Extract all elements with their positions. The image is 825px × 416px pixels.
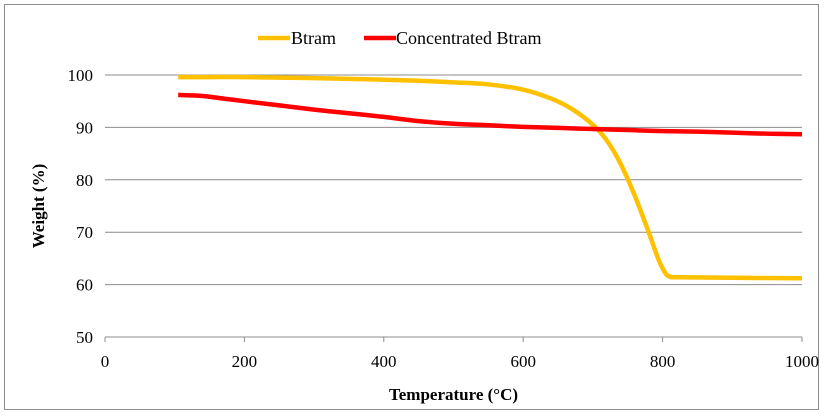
axes (104, 336, 803, 342)
gridlines (105, 74, 802, 286)
y-tick-label: 70 (76, 223, 93, 242)
x-axis-title: Temperature (°C) (389, 385, 518, 404)
y-tick-label: 50 (76, 328, 93, 347)
legend-label: Concentrated Btram (396, 28, 541, 48)
y-tick-label: 80 (76, 171, 93, 190)
x-tick-label: 800 (650, 352, 676, 371)
legend-label: Btram (291, 28, 336, 48)
x-tick-label: 400 (371, 352, 397, 371)
x-tick-label: 1000 (785, 352, 819, 371)
legend-item: Btram (258, 28, 336, 48)
x-tick-label: 0 (101, 352, 110, 371)
series-line-concentrated-btram (178, 92, 803, 137)
y-tick-label: 100 (68, 66, 94, 85)
series-lines (178, 74, 803, 281)
legend-item: Concentrated Btram (364, 28, 541, 48)
chart-frame (4, 4, 819, 410)
x-tick-label: 200 (232, 352, 258, 371)
legend: Btram Concentrated Btram (258, 28, 541, 48)
series-line-btram (178, 74, 803, 281)
x-tick-labels: 0 200 400 600 800 1000 (101, 352, 819, 371)
y-tick-label: 60 (76, 276, 93, 295)
y-tick-labels: 50 60 70 80 90 100 (68, 66, 94, 347)
y-tick-label: 90 (76, 118, 93, 137)
y-axis-title: Weight (%) (29, 164, 48, 249)
x-tick-label: 600 (510, 352, 536, 371)
